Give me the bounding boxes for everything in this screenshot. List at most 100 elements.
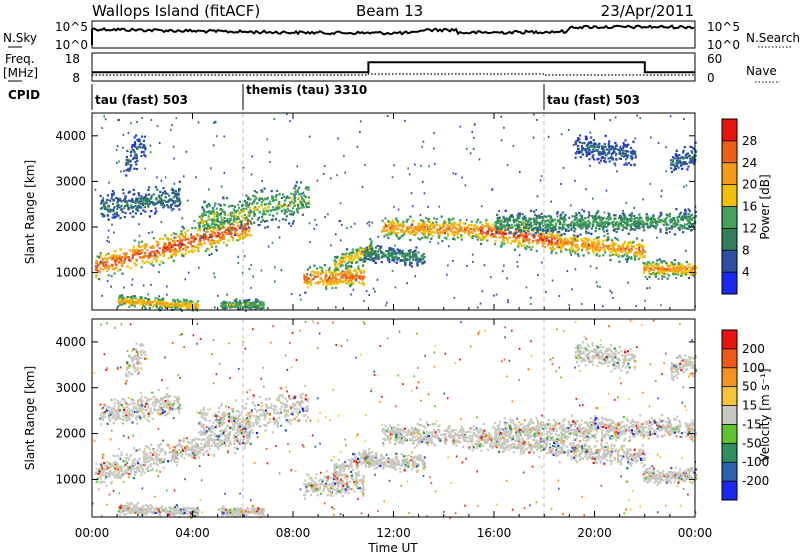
scatter-cell	[131, 254, 134, 257]
scatter-cell	[226, 219, 229, 222]
scatter-cell	[653, 272, 656, 275]
scatter-cell	[410, 255, 413, 258]
scatter-cell	[156, 244, 159, 247]
scatter-cell	[614, 224, 617, 227]
scatter-cell	[539, 229, 542, 232]
scatter-cell	[531, 241, 534, 244]
scatter-cell	[381, 251, 384, 254]
scatter-cell	[108, 265, 111, 268]
scatter-cell	[474, 233, 477, 236]
scatter-cell	[120, 264, 124, 268]
scatter-cell	[585, 230, 588, 233]
scatter-cell	[517, 212, 520, 215]
scatter-cell	[438, 228, 441, 231]
scatter-cell	[585, 238, 588, 241]
scatter-cell	[225, 232, 228, 235]
scatter-cell	[402, 233, 405, 236]
scatter-cell	[132, 188, 135, 191]
scatter-cell	[672, 218, 675, 221]
freq-left-tick-top: 18	[65, 52, 80, 66]
scatter-cell	[363, 275, 366, 278]
scatter-cell	[158, 295, 160, 298]
scatter-cell	[133, 136, 136, 139]
scatter-cell	[536, 240, 539, 243]
scatter-cell	[144, 210, 147, 213]
scatter-cell	[361, 276, 364, 279]
scatter-cell	[95, 259, 98, 262]
scatter-cell	[620, 148, 623, 151]
scatter-cell	[678, 213, 681, 216]
scatter-cell	[232, 237, 235, 240]
scatter-cell	[180, 309, 184, 312]
scatter-cell	[211, 242, 214, 245]
scatter-cell	[452, 223, 455, 226]
scatter-cell	[342, 275, 345, 278]
scatter-cell	[271, 218, 274, 221]
scatter-cell	[652, 273, 655, 276]
scatter-cell	[533, 227, 536, 230]
scatter-cell	[676, 163, 679, 166]
scatter-cell	[135, 197, 138, 201]
scatter-cell	[442, 225, 445, 228]
scatter-cell	[593, 118, 596, 121]
scatter-cell	[572, 243, 575, 246]
scatter-cell	[344, 256, 347, 259]
scatter-cell	[675, 157, 679, 160]
scatter-cell	[140, 296, 144, 299]
scatter-cell	[592, 250, 595, 253]
scatter-cell	[366, 255, 369, 258]
scatter-cell	[587, 147, 590, 150]
scatter-cell	[372, 253, 375, 256]
scatter-cell	[250, 305, 253, 308]
scatter-cell	[587, 211, 591, 214]
scatter-cell	[674, 224, 677, 227]
scatter-cell	[239, 220, 242, 223]
scatter-cell	[595, 218, 598, 221]
scatter-cell	[246, 222, 249, 226]
scatter-cell	[297, 203, 300, 207]
scatter-cell	[142, 298, 145, 302]
scatter-cell	[556, 239, 559, 242]
scatter-cell	[611, 239, 614, 242]
scatter-cell	[227, 229, 230, 232]
scatter-cell	[443, 221, 446, 224]
scatter-cell	[619, 145, 622, 148]
scatter-cell	[672, 264, 675, 267]
scatter-cell	[236, 221, 239, 224]
scatter-cell	[158, 142, 161, 144]
scatter-cell	[605, 148, 608, 151]
scatter-cell	[176, 205, 179, 208]
scatter-cell	[349, 271, 352, 274]
scatter-cell	[240, 222, 243, 225]
scatter-cell	[693, 156, 696, 159]
scatter-cell	[248, 206, 251, 209]
scatter-cell	[331, 278, 334, 281]
scatter-cell	[417, 222, 420, 225]
scatter-cell	[293, 198, 296, 201]
scatter-cell	[646, 266, 649, 269]
scatter-cell	[626, 150, 629, 153]
scatter-cell	[643, 255, 646, 258]
scatter-cell	[226, 217, 229, 221]
scatter-cell	[521, 231, 524, 234]
scatter-cell	[370, 249, 374, 252]
scatter-cell	[590, 244, 593, 247]
scatter-cell	[335, 256, 338, 259]
scatter-cell	[294, 190, 297, 193]
scatter-cell	[242, 231, 245, 234]
scatter-cell	[552, 236, 555, 239]
scatter-cell	[121, 296, 124, 299]
scatter-cell	[309, 280, 312, 283]
scatter-cell	[622, 214, 626, 217]
scatter-cell	[604, 145, 607, 148]
scatter-cell	[596, 145, 599, 148]
scatter-cell	[547, 244, 550, 247]
scatter-cell	[571, 248, 574, 251]
scatter-cell	[560, 216, 563, 219]
scatter-cell	[180, 232, 183, 235]
scatter-cell	[649, 221, 652, 224]
scatter-cell	[248, 220, 251, 223]
scatter-cell	[106, 257, 109, 260]
scatter-cell	[234, 218, 237, 221]
scatter-cell	[207, 218, 210, 221]
